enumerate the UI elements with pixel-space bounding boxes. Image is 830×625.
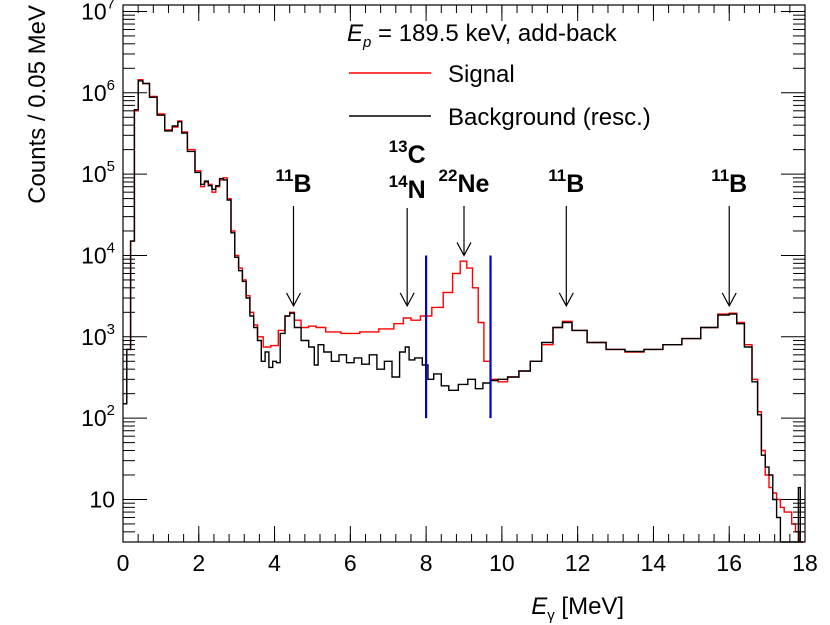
x-tick-label: 0 (117, 550, 130, 576)
x-tick-label: 8 (420, 550, 433, 576)
axis-ticks-group: 0 2 4 6 8 10 12 14 16 18 10 102 103 104 105 106 107 Eγ [M… (24, 0, 818, 624)
legend-title: Ep = 189.5 keV, add-back (347, 20, 618, 51)
annotation-arrow-head (558, 292, 574, 308)
signal-series-group (123, 79, 804, 543)
y-tick-label: 103 (81, 321, 115, 350)
series-line-signal (123, 79, 804, 543)
series-line-background (123, 80, 804, 543)
legend-label-signal: Signal (448, 61, 515, 88)
x-tick-label: 10 (489, 550, 515, 576)
isotope-label-13c: 13C (389, 137, 426, 169)
isotope-label-11b: 11B (275, 166, 311, 198)
y-tick-label: 106 (81, 77, 115, 106)
isotope-label-14n: 14N (389, 172, 426, 204)
x-axis-title: Eγ [MeV] (531, 593, 624, 624)
background-series-group (123, 80, 804, 543)
y-tick-label: 105 (81, 158, 115, 187)
y-tick-label: 102 (81, 402, 115, 431)
y-tick-label: 107 (81, 0, 115, 24)
annotation-arrow-head (399, 292, 415, 308)
y-tick-label: 10 (89, 486, 115, 512)
vertical-markers-group (425, 255, 492, 419)
x-tick-label: 18 (792, 550, 818, 576)
legend-label-background: Background (resc.) (448, 104, 651, 131)
x-tick-label: 2 (192, 550, 205, 576)
annotation-arrow-head (721, 292, 737, 308)
y-tick-label: 104 (81, 239, 115, 268)
isotope-label-11b: 11B (548, 166, 584, 198)
x-tick-label: 4 (268, 550, 281, 576)
x-tick-label: 14 (641, 550, 667, 576)
isotope-label-22ne: 22Ne (439, 166, 490, 198)
x-tick-label: 12 (565, 550, 591, 576)
isotope-label-11b: 11B (711, 166, 747, 198)
x-tick-label: 6 (344, 550, 357, 576)
y-axis-title: Counts / 0.05 MeV (24, 5, 51, 204)
x-tick-label: 16 (716, 550, 742, 576)
annotation-arrow-head (285, 292, 302, 308)
legend-group: Ep = 189.5 keV, add-back Signal Background… (347, 20, 651, 131)
annotation-arrow-head (456, 242, 472, 257)
